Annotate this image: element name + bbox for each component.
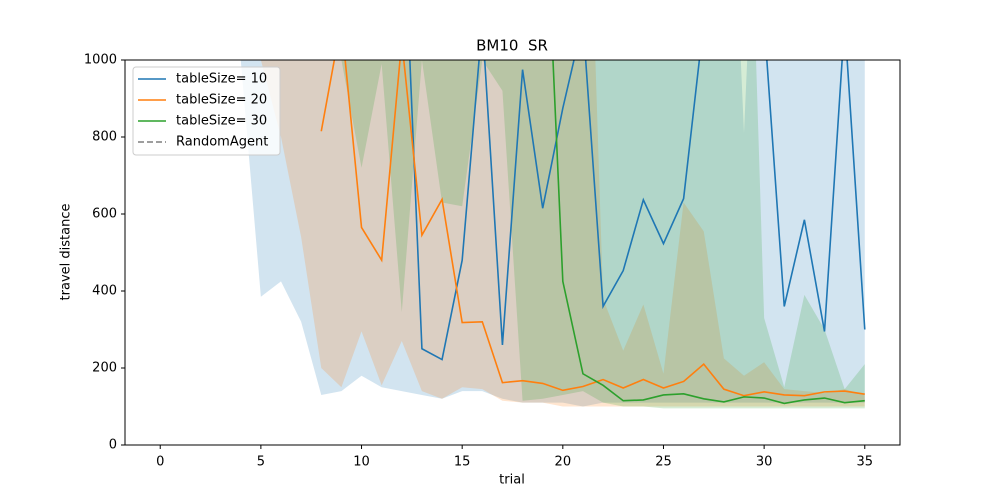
chart-title: BM10 SR	[476, 37, 548, 55]
y-tick-label: 200	[92, 361, 117, 376]
plot-frame	[124, 59, 901, 446]
series-line	[409, 60, 866, 361]
y-tick-label: 1000	[84, 53, 117, 68]
legend-label: tableSize= 30	[176, 114, 267, 129]
x-tick-label: 0	[156, 455, 164, 470]
x-tick-label: 15	[454, 455, 471, 470]
x-tick-label: 5	[257, 455, 265, 470]
x-tick-label: 25	[655, 455, 672, 470]
y-tick-label: 0	[109, 438, 117, 453]
legend-label: tableSize= 10	[176, 72, 267, 87]
x-axis-label: trial	[499, 473, 525, 488]
y-tick-label: 800	[92, 130, 117, 145]
x-tick-label: 10	[353, 455, 370, 470]
x-tick-label: 20	[555, 455, 572, 470]
x-tick-label: 30	[756, 455, 773, 470]
legend-label: tableSize= 20	[176, 93, 267, 108]
confidence-band	[260, 60, 865, 407]
series-line	[552, 60, 865, 405]
x-tick-label: 35	[856, 455, 873, 470]
y-tick-label: 600	[92, 207, 117, 222]
confidence-band	[341, 60, 865, 409]
y-axis-label: travel distance	[59, 204, 74, 301]
y-tick-label: 400	[92, 284, 117, 299]
legend-box	[132, 66, 281, 156]
confidence-band	[240, 60, 865, 407]
series-line	[320, 60, 865, 397]
legend-label: RandomAgent	[176, 135, 268, 150]
